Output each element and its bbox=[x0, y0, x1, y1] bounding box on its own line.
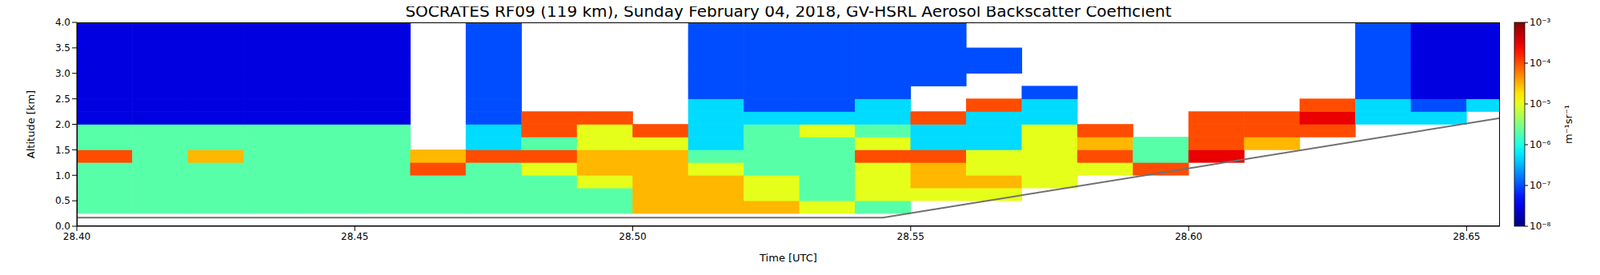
svg-text:10⁻⁸: 10⁻⁸ bbox=[1529, 220, 1552, 233]
svg-text:10⁻³: 10⁻³ bbox=[1529, 16, 1552, 29]
svg-text:Time [UTC]: Time [UTC] bbox=[758, 252, 818, 265]
svg-text:2.0: 2.0 bbox=[55, 119, 71, 131]
svg-text:m⁻¹sr⁻¹: m⁻¹sr⁻¹ bbox=[1562, 104, 1575, 145]
svg-text:3.0: 3.0 bbox=[55, 68, 71, 80]
svg-text:0.0: 0.0 bbox=[55, 220, 71, 233]
svg-text:1.5: 1.5 bbox=[55, 144, 71, 157]
svg-text:28.50: 28.50 bbox=[618, 231, 646, 243]
svg-text:28.45: 28.45 bbox=[340, 231, 369, 243]
svg-text:10⁻⁴: 10⁻⁴ bbox=[1529, 57, 1552, 69]
svg-text:10⁻⁷: 10⁻⁷ bbox=[1529, 180, 1552, 192]
svg-text:28.65: 28.65 bbox=[1452, 231, 1480, 243]
svg-text:4.0: 4.0 bbox=[55, 16, 71, 29]
svg-text:28.55: 28.55 bbox=[897, 231, 925, 243]
svg-text:2.5: 2.5 bbox=[55, 93, 71, 105]
svg-text:1.0: 1.0 bbox=[55, 170, 71, 182]
svg-text:3.5: 3.5 bbox=[55, 42, 71, 54]
svg-text:10⁻⁶: 10⁻⁶ bbox=[1529, 139, 1552, 151]
svg-text:28.40: 28.40 bbox=[63, 231, 91, 243]
html-text:SOCRATES RF09 (119 km), Sunday: SOCRATES RF09 (119 km), Sunday February … bbox=[405, 1, 1172, 21]
svg-text:10⁻⁵: 10⁻⁵ bbox=[1529, 98, 1552, 110]
svg-text:Altitude [km]: Altitude [km] bbox=[24, 90, 37, 159]
svg-text:28.60: 28.60 bbox=[1174, 231, 1203, 243]
svg-text:0.5: 0.5 bbox=[55, 195, 71, 207]
